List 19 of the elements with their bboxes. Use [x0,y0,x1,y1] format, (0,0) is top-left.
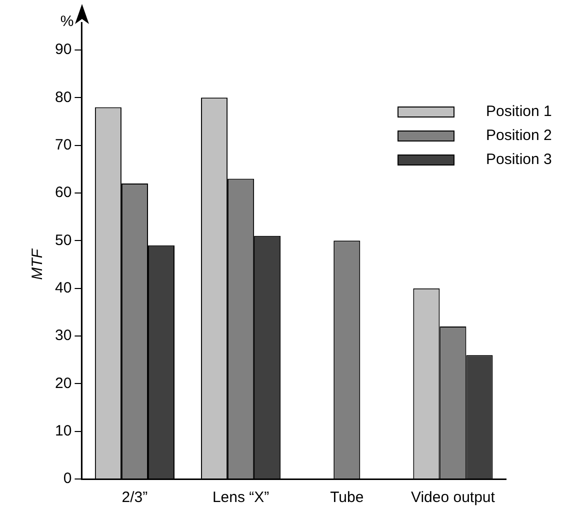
y-tick-label: 0 [63,470,72,488]
y-axis-title: MTF [29,248,46,280]
y-tick-label: 90 [54,41,72,58]
legend-label: Position 2 [486,127,552,144]
x-tick-label: Lens “X” [212,489,270,506]
x-tick-label: Tube [330,489,364,506]
y-tick-label: 20 [54,374,72,392]
y-tick-label: 50 [54,232,72,249]
y-tick-label: 80 [54,88,72,106]
y-tick-label: 60 [54,184,72,202]
y-tick-label: 10 [54,422,72,440]
x-tick-label: Video output [410,489,496,506]
text: % [60,13,74,30]
y-tick-label: 70 [54,136,72,154]
x-tick-label: 2/3” [122,489,148,506]
legend-label: Position 1 [486,103,552,120]
y-tick-label: 40 [54,279,72,296]
legend-label: Position 3 [486,151,552,168]
y-tick-label: 30 [54,327,72,344]
